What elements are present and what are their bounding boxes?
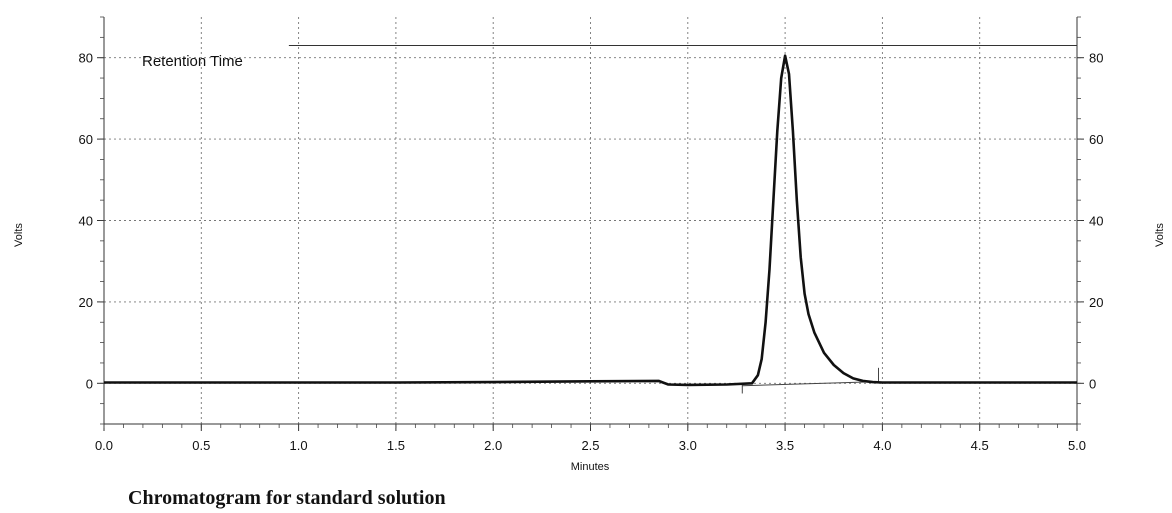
x-tick-label: 4.5 <box>971 438 989 453</box>
x-tick-label: 3.0 <box>679 438 697 453</box>
series-layer <box>104 44 1077 394</box>
y-axis-title-left: Volts <box>13 223 25 247</box>
y-tick-label-right: 60 <box>1089 132 1103 147</box>
y-axis-title-right: Volts <box>1154 223 1166 247</box>
y-tick-label-right: 0 <box>1089 376 1096 391</box>
y-tick-label-right: 40 <box>1089 214 1103 229</box>
x-tick-label: 0.0 <box>95 438 113 453</box>
x-axis-title: Minutes <box>571 461 610 473</box>
y-tick-label-left: 60 <box>79 132 93 147</box>
tick-labels: 0.0 0.5 1.0 1.5 2.0 2.5 3.0 3.5 4.0 4.5 5.0 0 0 20 20 4… <box>79 51 1104 453</box>
y-tick-label-left: 0 <box>86 376 93 391</box>
retention-time-label: Retention Time <box>142 53 243 70</box>
x-tick-label: 0.5 <box>192 438 210 453</box>
chromatogram-trace <box>104 54 1077 387</box>
y-tick-label-left: 40 <box>79 214 93 229</box>
peak-baseline <box>742 381 879 387</box>
x-tick-label: 3.5 <box>776 438 794 453</box>
grid-lines <box>104 17 1077 424</box>
x-tick-label: 5.0 <box>1068 438 1086 453</box>
y-tick-label-right: 80 <box>1089 51 1103 66</box>
x-tick-label: 1.0 <box>290 438 308 453</box>
y-tick-label-left: 80 <box>79 51 93 66</box>
axis-ticks <box>97 16 1084 431</box>
y-tick-label-left: 20 <box>79 295 93 310</box>
y-tick-label-right: 20 <box>1089 295 1103 310</box>
x-tick-label: 2.5 <box>581 438 599 453</box>
x-tick-label: 4.0 <box>873 438 891 453</box>
x-tick-label: 2.0 <box>484 438 502 453</box>
x-tick-label: 1.5 <box>387 438 405 453</box>
figure-caption: Chromatogram for standard solution <box>128 487 446 509</box>
